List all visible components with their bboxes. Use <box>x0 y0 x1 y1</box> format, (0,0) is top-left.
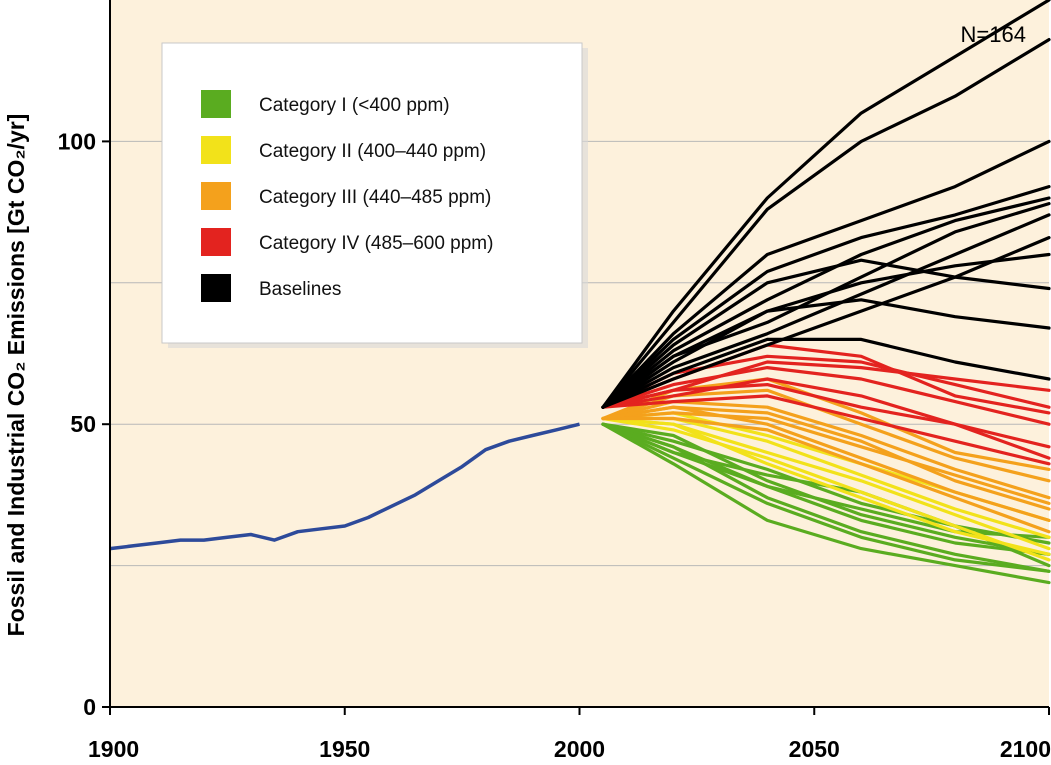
legend-swatch-cat1 <box>201 90 231 118</box>
series-line-cat1-3 <box>601 422 1051 585</box>
series-line-cat3-19 <box>601 405 1051 511</box>
series-line-cat2-9 <box>601 416 1051 562</box>
x-tick-label: 1950 <box>319 736 370 762</box>
legend-label-cat3: Category III (440–485 ppm) <box>259 187 491 208</box>
series-line-baseline-28 <box>601 196 1051 409</box>
series-lines <box>109 0 1051 585</box>
series-line-cat3-14 <box>601 400 1051 500</box>
series-line-baseline-36 <box>601 258 1051 409</box>
y-axis-title: Fossil and Industrial CO₂ Emissions [Gt … <box>3 114 29 637</box>
series-line-cat4-26 <box>601 383 1051 460</box>
axes: 1900 1950 2000 2050 2100 0 50 100 <box>58 0 1051 762</box>
x-tick-label: 2050 <box>789 736 840 762</box>
series-line-cat2-11 <box>601 416 1051 556</box>
legend-label-cat2: Category II (400–440 ppm) <box>259 141 486 162</box>
historical-emissions-line <box>109 422 580 551</box>
series-line-cat4-22 <box>601 377 1051 449</box>
series-line-cat1-4 <box>601 422 1051 573</box>
legend-label-baseline: Baselines <box>259 279 341 300</box>
series-line-baseline-37 <box>601 298 1051 409</box>
x-tick-label: 1900 <box>88 736 139 762</box>
x-tick-label: 2000 <box>554 736 605 762</box>
series-line-cat3-13 <box>601 411 1051 505</box>
y-tick-label: 100 <box>58 128 96 154</box>
series-line-baseline-32 <box>601 252 1051 409</box>
y-tick-label: 50 <box>70 411 96 437</box>
series-line-baseline-27 <box>601 185 1051 409</box>
legend-swatch-cat4 <box>201 228 231 256</box>
y-tick-label: 0 <box>83 694 96 720</box>
series-line-cat1-0 <box>601 422 1051 545</box>
series-line-baseline-33 <box>601 139 1051 409</box>
legend-swatch-cat2 <box>201 136 231 164</box>
x-tick-label: 2100 <box>1000 736 1051 762</box>
series-line-cat3-17 <box>601 416 1051 534</box>
series-line-baseline-31 <box>601 236 1051 409</box>
legend-box <box>161 42 583 344</box>
legend: Category I (<400 ppm) Category II (400–44… <box>161 42 588 348</box>
series-line-baseline-38 <box>601 337 1051 409</box>
series-line-baseline-30 <box>601 213 1051 409</box>
sample-count-annotation: N=164 <box>961 22 1026 47</box>
legend-swatch-baseline <box>201 274 231 302</box>
legend-label-cat1: Category I (<400 ppm) <box>259 95 450 116</box>
legend-swatch-cat3 <box>201 182 231 210</box>
series-line-cat4-25 <box>601 394 1051 466</box>
series-line-baseline-34 <box>601 0 1051 409</box>
series-line-cat4-23 <box>601 366 1051 426</box>
legend-label-cat4: Category IV (485–600 ppm) <box>259 233 493 254</box>
series-line-baseline-35 <box>601 37 1051 409</box>
